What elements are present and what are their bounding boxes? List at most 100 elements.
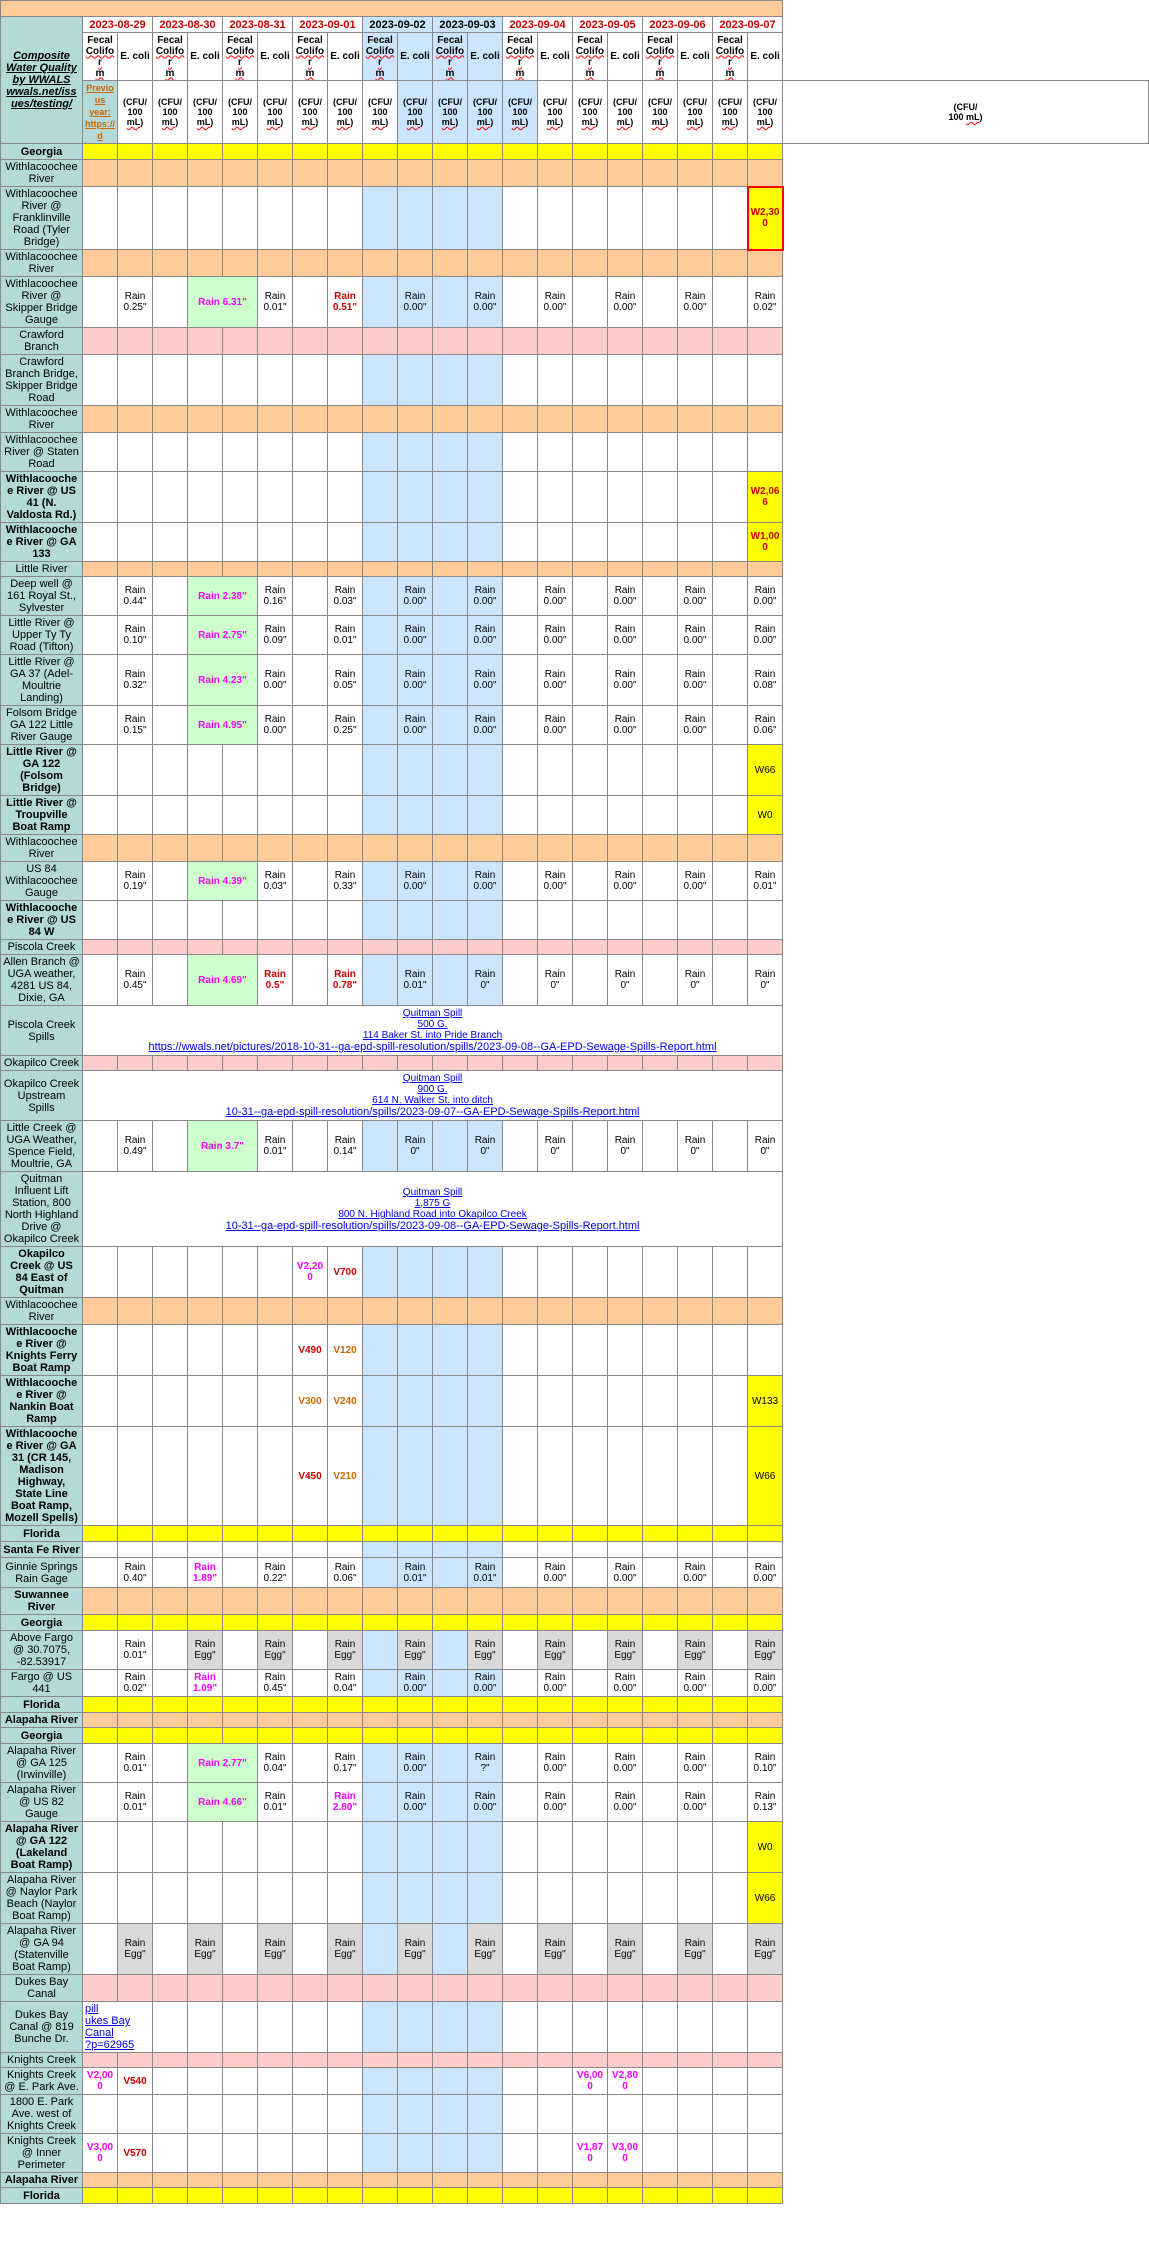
date-header: 2023-09-04 [503, 17, 573, 33]
row-label: Withlacoochee River @ Franklinville Road… [1, 187, 83, 250]
data-cell [293, 1822, 328, 1873]
data-cell [293, 1588, 328, 1615]
data-cell [748, 2188, 783, 2204]
data-cell [398, 835, 433, 862]
data-cell: Rain 0.00" [608, 277, 643, 328]
row-label: Folsom Bridge GA 122 Little River Gauge [1, 706, 83, 745]
data-cell [398, 250, 433, 277]
data-cell: Rain 0.00" [398, 1744, 433, 1783]
data-cell [468, 2095, 503, 2134]
data-cell [573, 2053, 608, 2068]
data-cell [188, 328, 223, 355]
data-cell [748, 1056, 783, 1071]
data-cell [433, 523, 468, 562]
data-cell: Rain 0.17" [328, 1744, 363, 1783]
row-label: Alapaha River @ Naylor Park Beach (Naylo… [1, 1873, 83, 1924]
row-label: Alapaha River @ GA 94 (Statenville Boat … [1, 1924, 83, 1975]
row-label: Piscola Creek [1, 940, 83, 955]
unit-header: (CFU/100 mL) [293, 81, 328, 144]
data-cell [258, 796, 293, 835]
data-cell [433, 655, 468, 706]
data-cell: Rain 0.51" [328, 277, 363, 328]
data-cell [398, 2095, 433, 2134]
dukes-spill-cell[interactable]: pillukes Bay Canal?p=62965 [83, 2002, 153, 2053]
row-label: Okapilco Creek [1, 1056, 83, 1071]
spill-cell[interactable]: Quitman Spill500 G.114 Baker St. into Pr… [83, 1006, 783, 1056]
unit-header: (CFU/100 mL) [643, 81, 678, 144]
data-cell [118, 328, 153, 355]
data-cell [328, 1615, 363, 1631]
ecoli-header: E. coli [258, 33, 293, 81]
data-cell [223, 187, 258, 250]
data-cell [363, 562, 398, 577]
data-cell [748, 835, 783, 862]
table-body: GeorgiaWithlacoochee RiverWithlacoochee … [1, 144, 1149, 2204]
data-cell [573, 1325, 608, 1376]
data-cell [153, 796, 188, 835]
data-cell [713, 616, 748, 655]
data-cell: Rain 0.15" [118, 706, 153, 745]
data-cell [643, 706, 678, 745]
data-cell [503, 160, 538, 187]
data-cell [468, 355, 503, 406]
data-cell [573, 577, 608, 616]
data-cell [363, 2095, 398, 2134]
data-cell: Rain 3.7" [188, 1121, 258, 1172]
data-cell [363, 1697, 398, 1713]
data-cell [433, 406, 468, 433]
data-cell [398, 1325, 433, 1376]
data-cell [608, 2188, 643, 2204]
data-cell: Rain 0.00" [678, 1558, 713, 1588]
data-cell [573, 1744, 608, 1783]
data-cell [573, 1247, 608, 1298]
data-cell [223, 1697, 258, 1713]
data-cell [398, 328, 433, 355]
data-cell [83, 1744, 118, 1783]
data-cell [328, 1697, 363, 1713]
spill-cell[interactable]: Quitman Spill1,875 G800 N. Highland Road… [83, 1172, 783, 1247]
data-cell [643, 472, 678, 523]
data-cell [223, 2188, 258, 2204]
data-cell [188, 1247, 223, 1298]
table-row: Deep well @ 161 Royal St., SylvesterRain… [1, 577, 1149, 616]
data-cell [748, 2134, 783, 2173]
data-cell [503, 1325, 538, 1376]
data-cell [433, 1975, 468, 2002]
table-header: Composite Water Quality by WWALS wwals.n… [1, 1, 1149, 144]
data-cell [398, 745, 433, 796]
data-cell [293, 1558, 328, 1588]
data-cell [503, 2095, 538, 2134]
date-header: 2023-08-31 [223, 17, 293, 33]
data-cell [678, 160, 713, 187]
data-cell [573, 1697, 608, 1713]
data-cell: Rain 0.00" [538, 706, 573, 745]
data-cell [573, 562, 608, 577]
row-label: Withlacoochee River @ Skipper Bridge Gau… [1, 277, 83, 328]
data-cell [748, 355, 783, 406]
data-cell [223, 1542, 258, 1558]
previous-year-link[interactable]: Previous year: https://d [83, 81, 118, 144]
row-label: Little Creek @ UGA Weather, Spence Field… [1, 1121, 83, 1172]
spill-cell[interactable]: Quitman Spill900 G.614 N. Walker St. int… [83, 1071, 783, 1121]
data-cell [503, 1427, 538, 1526]
data-cell [433, 1247, 468, 1298]
table-row: Okapilco Creek @ US 84 East of QuitmanV2… [1, 1247, 1149, 1298]
data-cell [713, 1744, 748, 1783]
data-cell [503, 1924, 538, 1975]
data-cell [678, 187, 713, 250]
data-cell [503, 796, 538, 835]
data-cell [678, 1325, 713, 1376]
data-cell [118, 160, 153, 187]
data-cell [83, 796, 118, 835]
data-cell [608, 2053, 643, 2068]
data-cell [398, 1697, 433, 1713]
data-cell [468, 472, 503, 523]
data-cell [153, 577, 188, 616]
data-cell [608, 2173, 643, 2188]
data-cell [468, 1056, 503, 1071]
data-cell [573, 901, 608, 940]
row-label: Little River @ Troupville Boat Ramp [1, 796, 83, 835]
fecal-coliform-header: FecalColiform [293, 33, 328, 81]
data-cell [713, 1588, 748, 1615]
data-cell [468, 835, 503, 862]
